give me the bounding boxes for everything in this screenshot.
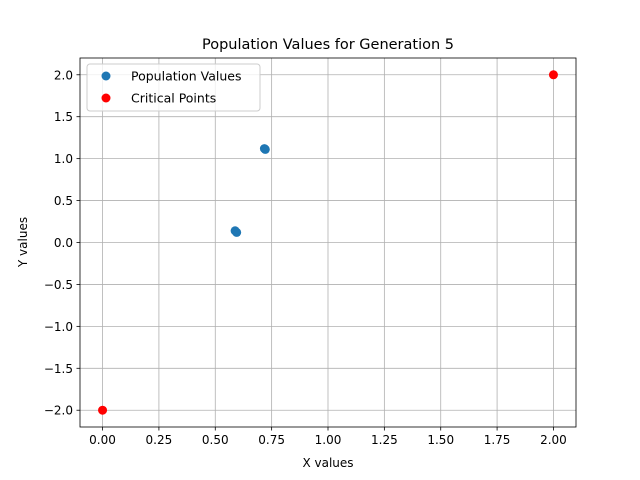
chart-title: Population Values for Generation 5: [202, 37, 454, 53]
axis-ticks: 0.00 0.25 0.50 0.75 1.00 1.25 1.50 1.75 2.00 −2.0…: [44, 68, 567, 447]
y-tick-label: −1.5: [44, 362, 73, 376]
y-tick-label: −1.0: [44, 320, 73, 334]
legend-label: Population Values: [131, 69, 242, 84]
critical-points-point: [98, 405, 108, 415]
legend: Population Values Critical Points: [86, 63, 261, 112]
legend-marker: [101, 71, 111, 81]
x-tick-label: 2.00: [540, 433, 567, 447]
y-tick-label: 1.0: [54, 152, 73, 166]
y-tick-label: 1.5: [54, 110, 73, 124]
x-tick-label: 1.00: [315, 433, 342, 447]
legend-box: [86, 63, 261, 112]
x-tick-label: 0.50: [202, 433, 229, 447]
legend-marker: [101, 93, 111, 103]
critical-points-point: [548, 70, 558, 80]
x-tick-label: 1.75: [484, 433, 511, 447]
plot-frame: [79, 57, 577, 428]
population-values-point: [260, 144, 270, 154]
population-values-point: [232, 227, 242, 237]
grid-lines: [80, 58, 576, 427]
x-tick-label: 0.25: [146, 433, 173, 447]
y-tick-label: −2.0: [44, 404, 73, 418]
y-tick-label: 0.5: [54, 194, 73, 208]
y-axis-label: Y values: [16, 217, 30, 268]
x-tick-label: 0.75: [258, 433, 285, 447]
data-points: [98, 70, 558, 415]
y-tick-label: −0.5: [44, 278, 73, 292]
x-axis-label: X values: [302, 456, 353, 470]
y-tick-label: 2.0: [54, 68, 73, 82]
y-tick-label: 0.0: [54, 236, 73, 250]
x-tick-label: 1.25: [371, 433, 398, 447]
legend-label: Critical Points: [131, 91, 216, 106]
x-tick-label: 0.00: [89, 433, 116, 447]
x-tick-label: 1.50: [427, 433, 454, 447]
